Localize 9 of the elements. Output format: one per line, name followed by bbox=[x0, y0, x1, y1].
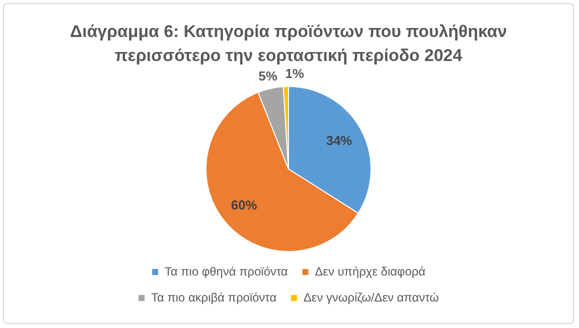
data-label: 60% bbox=[230, 197, 258, 212]
data-label: 1% bbox=[285, 66, 305, 82]
data-label: 34% bbox=[326, 132, 353, 148]
chart-title: Διάγραμμα 6: Κατηγορία προϊόντων που πουλήθηκαν περισσότερο την εορταστική περίοδο 2024 bbox=[69, 21, 508, 67]
legend-label: Δεν γνωρίζω/Δεν απαντώ bbox=[304, 290, 439, 304]
legend-label: Τα πιο φθηνά προϊόντα bbox=[164, 264, 288, 278]
legend-label: Δεν υπήρχε διαφορά bbox=[314, 264, 426, 278]
data-label: 5% bbox=[258, 68, 278, 84]
legend-label: Τα πιο ακριβά προϊόντα bbox=[151, 290, 277, 304]
